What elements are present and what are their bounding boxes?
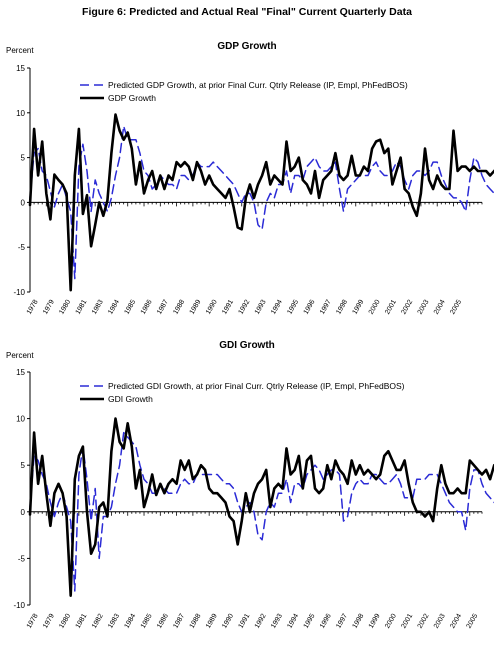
legend-label: GDP Growth <box>108 93 156 103</box>
predicted-series-line <box>29 125 494 280</box>
x-tick-label: 1984 <box>124 613 138 630</box>
x-tick-label: 1978 <box>26 613 40 630</box>
figure-title: Figure 6: Predicted and Actual Real "Fin… <box>82 6 412 18</box>
y-tick-label: 5 <box>21 461 26 470</box>
y-tick-label: 5 <box>21 154 26 163</box>
gdi-growth-chart: GDI Growth Percent -10 -5 0 5 10 15 1978 1979 1980… <box>6 340 494 630</box>
y-tick-label: -10 <box>13 288 25 297</box>
x-tick-label: 1990 <box>221 613 235 630</box>
x-tick-label: 1992 <box>254 613 268 630</box>
x-tick-label: 1979 <box>42 613 56 630</box>
x-tick-label: 2000 <box>368 299 382 316</box>
x-tick-label: 1982 <box>91 613 105 630</box>
x-tick-label: 1980 <box>58 613 72 630</box>
x-tick-label: 2000 <box>384 613 398 630</box>
x-tick-label: 1989 <box>189 299 203 316</box>
x-tick-label: 2005 <box>449 299 463 316</box>
legend-label: GDI Growth <box>108 394 153 404</box>
x-tick-label: 1995 <box>303 613 317 630</box>
chart-title: GDI Growth <box>219 340 275 351</box>
x-tick-label: 1995 <box>286 299 300 316</box>
x-tick-label: 1993 <box>270 613 284 630</box>
x-tick-label: 2005 <box>466 613 480 630</box>
x-tick-label: 1978 <box>26 299 40 316</box>
chart-title: GDP Growth <box>217 41 276 52</box>
x-tick-label: 2003 <box>417 299 431 316</box>
x-tick-label: 1994 <box>270 299 284 316</box>
predicted-series-line <box>29 431 494 592</box>
y-tick-label: 0 <box>21 198 26 207</box>
x-tick-label: 1988 <box>189 613 203 630</box>
x-tick-label: 1996 <box>303 299 317 316</box>
x-tick-label: 2002 <box>417 613 431 630</box>
y-tick-label: -5 <box>18 554 26 563</box>
x-tick-label: 2001 <box>400 613 414 630</box>
x-tick-label: 1980 <box>58 299 72 316</box>
legend-label: Predicted GDP Growth, at prior Final Cur… <box>108 80 408 90</box>
x-tick-label: 1986 <box>140 299 154 316</box>
y-tick-label: 15 <box>16 64 25 73</box>
x-tick-label: 1999 <box>368 613 382 630</box>
x-tick-label: 1981 <box>75 299 89 316</box>
x-tick-label: 1991 <box>238 613 252 630</box>
y-axis-label: Percent <box>6 46 34 55</box>
x-tick-label: 1998 <box>335 299 349 316</box>
y-tick-label: -5 <box>18 243 26 252</box>
x-tick-label: 1987 <box>172 613 186 630</box>
x-tick-label: 1997 <box>335 613 349 630</box>
x-tick-label: 1983 <box>91 299 105 316</box>
gdp-growth-chart: GDP Growth Percent -10 -5 0 5 10 15 1978 1979 1980… <box>6 41 494 316</box>
x-tick-label: 1997 <box>319 299 333 316</box>
x-tick-label: 1987 <box>156 299 170 316</box>
x-tick-label: 1989 <box>205 613 219 630</box>
y-tick-label: 15 <box>16 368 25 377</box>
x-tick-label: 1984 <box>107 299 121 316</box>
x-tick-label: 1991 <box>221 299 235 316</box>
x-tick-label: 2003 <box>433 613 447 630</box>
actual-series-line <box>28 113 494 292</box>
x-tick-label: 1979 <box>42 299 56 316</box>
x-tick-label: 1996 <box>319 613 333 630</box>
x-tick-label: 1999 <box>352 299 366 316</box>
y-tick-label: -10 <box>13 601 25 610</box>
x-tick-label: 1993 <box>254 299 268 316</box>
x-tick-label: 1988 <box>172 299 186 316</box>
x-tick-label: 1986 <box>156 613 170 630</box>
actual-series-line <box>28 417 494 598</box>
y-tick-label: 0 <box>21 508 26 517</box>
y-tick-label: 10 <box>16 415 25 424</box>
x-tick-label: 2004 <box>433 299 447 316</box>
x-tick-label: 1985 <box>140 613 154 630</box>
x-tick-label: 1981 <box>75 613 89 630</box>
x-tick-label: 1998 <box>352 613 366 630</box>
x-tick-label: 2002 <box>400 299 414 316</box>
x-tick-label: 1994 <box>286 613 300 630</box>
x-tick-label: 2004 <box>449 613 463 630</box>
y-tick-label: 10 <box>16 109 25 118</box>
legend-label: Predicted GDI Growth, at prior Final Cur… <box>108 381 405 391</box>
x-tick-label: 1992 <box>238 299 252 316</box>
y-axis-label: Percent <box>6 351 34 360</box>
x-tick-label: 1990 <box>205 299 219 316</box>
x-tick-label: 2001 <box>384 299 398 316</box>
x-tick-label: 1985 <box>124 299 138 316</box>
x-tick-label: 1983 <box>107 613 121 630</box>
